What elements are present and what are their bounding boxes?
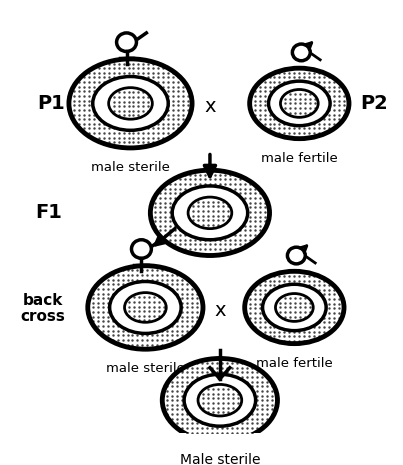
Text: male fertile: male fertile xyxy=(261,152,338,165)
Text: male sterile: male sterile xyxy=(91,161,170,174)
Ellipse shape xyxy=(184,374,256,426)
Ellipse shape xyxy=(263,284,326,331)
Text: x: x xyxy=(204,97,216,116)
Text: x: x xyxy=(214,301,226,320)
Ellipse shape xyxy=(245,271,344,344)
Ellipse shape xyxy=(250,68,349,139)
Ellipse shape xyxy=(150,170,270,256)
Text: P2: P2 xyxy=(360,94,388,113)
Text: P1: P1 xyxy=(37,94,65,113)
Ellipse shape xyxy=(268,81,330,126)
Ellipse shape xyxy=(93,77,168,130)
Ellipse shape xyxy=(69,59,192,148)
Ellipse shape xyxy=(88,266,203,349)
Ellipse shape xyxy=(172,186,248,240)
Ellipse shape xyxy=(162,359,278,442)
Ellipse shape xyxy=(110,281,181,333)
Text: male fertile: male fertile xyxy=(256,357,333,370)
Text: F1: F1 xyxy=(35,203,62,222)
Text: cross: cross xyxy=(21,309,66,324)
Text: Male sterile: Male sterile xyxy=(180,453,260,465)
Text: back: back xyxy=(23,293,63,308)
Text: male sterile: male sterile xyxy=(106,362,185,375)
